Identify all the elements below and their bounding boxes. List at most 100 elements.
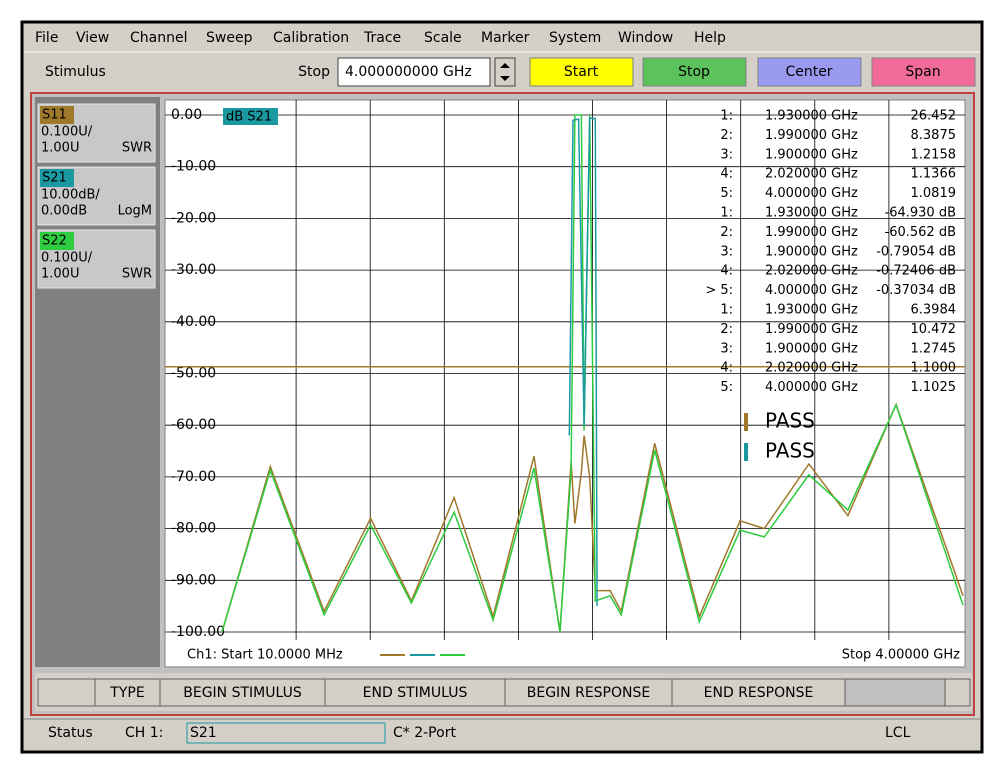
table-header: BEGIN STIMULUS (183, 685, 302, 701)
marker-value: 10.472 (911, 322, 957, 337)
trace-box[interactable]: S21 10.00dB/0.00dB LogM (37, 166, 156, 226)
y-tick-label: -20.00 (171, 210, 216, 226)
table-cell (844, 678, 946, 707)
menu-item: Calibration (273, 30, 349, 46)
marker-frequency: 2.020000 GHz (765, 264, 858, 279)
button-label: Center (785, 64, 832, 80)
y-tick-label: 0.00 (171, 107, 202, 123)
trace-tag (40, 169, 74, 187)
marker-frequency: 2.020000 GHz (765, 167, 858, 182)
table-header: BEGIN RESPONSE (527, 685, 650, 701)
marker-frequency: 1.900000 GHz (765, 147, 858, 162)
table-header: END STIMULUS (363, 685, 468, 701)
field-label: Stop (298, 64, 330, 80)
button-face (757, 57, 862, 87)
marker-frequency: 1.990000 GHz (765, 225, 858, 240)
table-header: END RESPONSE (704, 685, 814, 701)
trace-name: S11 (42, 108, 67, 123)
trace-box[interactable]: S11 0.100U/1.00U SWR (37, 103, 156, 163)
marker-number: 2: (720, 225, 733, 240)
menu-item: Channel (130, 30, 187, 46)
trace-scale: 10.00dB/ (41, 188, 100, 203)
trace-curve (221, 114, 964, 633)
marker-value: 1.2745 (911, 341, 957, 356)
button-label: Start (564, 64, 599, 80)
toolbar-button[interactable]: Center (757, 57, 862, 87)
input-value: 4.000000000 GHz (345, 64, 472, 80)
trace-box[interactable]: S22 0.100U/1.00U SWR (37, 229, 156, 289)
marker-number: 4: (720, 264, 733, 279)
y-tick-label: -50.00 (171, 366, 216, 382)
y-tick-label: -70.00 (171, 469, 216, 485)
mode-status: LCL (885, 725, 911, 741)
y-tick-label: -80.00 (171, 521, 216, 537)
marker-value: -0.72406 dB (876, 264, 956, 279)
marker-number: 1: (720, 109, 733, 124)
marker-frequency: 2.020000 GHz (765, 361, 858, 376)
menu-item: Window (618, 30, 673, 46)
button-label: Span (905, 64, 940, 80)
marker-value: -0.37034 dB (876, 283, 956, 298)
menu-item: File (35, 30, 58, 46)
y-tick-label: -10.00 (171, 159, 216, 175)
marker-number: 3: (720, 341, 733, 356)
table-cell (671, 678, 846, 707)
spin-button[interactable] (494, 57, 516, 87)
status-label: Status (48, 725, 93, 741)
marker-frequency: 1.930000 GHz (765, 109, 858, 124)
pass-indicator (744, 413, 748, 431)
curves (221, 114, 964, 633)
table-cell (159, 678, 326, 707)
marker-frequency: 1.930000 GHz (765, 206, 858, 221)
y-tick-label: -60.00 (171, 417, 216, 433)
marker-value: 1.1366 (911, 167, 957, 182)
menu-item: Trace (363, 30, 401, 46)
button-face (529, 57, 634, 87)
stop-input[interactable]: 4.000000000 GHz (337, 57, 491, 87)
spin-arrows (500, 63, 510, 81)
toolbar-button[interactable]: Stop (642, 57, 747, 87)
table-cell (944, 678, 971, 707)
marker-value: -64.930 dB (885, 206, 956, 221)
menu-item: View (76, 30, 109, 46)
button-face (871, 57, 976, 87)
marker-number: 2: (720, 128, 733, 143)
spin-box (494, 57, 516, 87)
marker-frequency: 1.930000 GHz (765, 303, 858, 318)
pass-indicator (744, 443, 748, 461)
marker-value: 1.1025 (911, 380, 957, 395)
marker-number: 4: (720, 167, 733, 182)
marker-number: 5: (720, 186, 733, 201)
table-cell (37, 678, 96, 707)
trace-format: SWR (122, 267, 152, 282)
menu-item: Help (694, 30, 726, 46)
menu-item: Sweep (206, 30, 253, 46)
trace-ref: 1.00U (41, 267, 79, 282)
trace-curve (221, 402, 964, 633)
trace-ref: 0.00dB (41, 204, 87, 219)
marker-number: 4: (720, 361, 733, 376)
trace-tag (40, 106, 74, 124)
trace-format: LogM (118, 204, 152, 219)
marker-number: 3: (720, 244, 733, 259)
marker-number: 5: (720, 380, 733, 395)
sweep-start: Ch1: Start 10.0000 MHz (187, 648, 343, 663)
cal-status: C* 2-Port (393, 725, 456, 741)
table-cell (504, 678, 673, 707)
marker-frequency: 1.900000 GHz (765, 244, 858, 259)
trace-ref: 1.00U (41, 141, 79, 156)
marker-value: 1.2158 (911, 147, 957, 162)
toolbar-button[interactable]: Span (871, 57, 976, 87)
marker-number: 3: (720, 147, 733, 162)
marker-value: 8.3875 (911, 128, 957, 143)
param-box (186, 722, 386, 744)
button-label: Stop (678, 64, 710, 80)
toolbar-button[interactable]: Start (529, 57, 634, 87)
trace-scale: 0.100U/ (41, 125, 93, 140)
marker-value: 1.0819 (911, 186, 957, 201)
marker-frequency: 4.000000 GHz (765, 380, 858, 395)
channel-label: CH 1: (125, 725, 163, 741)
marker-number: 1: (720, 206, 733, 221)
